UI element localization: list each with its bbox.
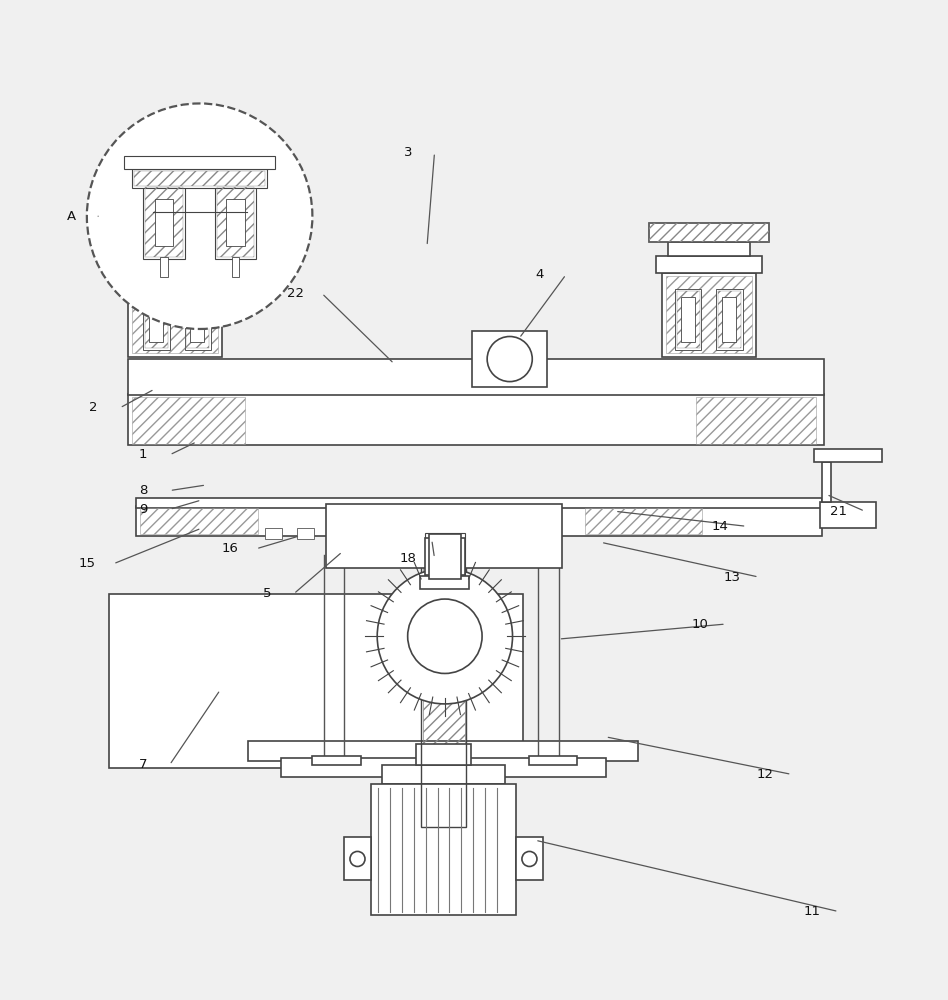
- Bar: [265, 528, 283, 539]
- Bar: [115, 223, 235, 242]
- Bar: [822, 462, 831, 502]
- Bar: [426, 585, 464, 671]
- Text: 3: 3: [404, 146, 412, 159]
- Circle shape: [87, 103, 313, 329]
- Circle shape: [522, 851, 537, 866]
- Bar: [325, 504, 562, 568]
- Bar: [109, 594, 523, 768]
- Bar: [132, 276, 218, 353]
- Bar: [416, 744, 471, 765]
- Bar: [214, 185, 256, 259]
- Bar: [160, 257, 168, 277]
- Text: 7: 7: [139, 758, 148, 771]
- Text: 10: 10: [691, 618, 708, 631]
- Bar: [140, 508, 258, 534]
- Bar: [216, 187, 254, 257]
- Bar: [722, 297, 737, 342]
- Bar: [226, 199, 245, 246]
- Text: 16: 16: [221, 542, 238, 555]
- Bar: [423, 562, 465, 827]
- Text: 8: 8: [139, 484, 148, 497]
- Bar: [371, 784, 517, 915]
- Text: 11: 11: [804, 905, 821, 918]
- Circle shape: [487, 336, 532, 382]
- Bar: [421, 562, 466, 827]
- Bar: [681, 297, 695, 342]
- Circle shape: [350, 851, 365, 866]
- Bar: [648, 223, 769, 242]
- Bar: [248, 741, 638, 761]
- Bar: [143, 289, 170, 350]
- Bar: [675, 289, 702, 350]
- Text: 4: 4: [536, 268, 544, 281]
- Bar: [425, 533, 465, 579]
- Text: 13: 13: [724, 571, 741, 584]
- Bar: [662, 273, 756, 357]
- Bar: [528, 756, 577, 765]
- Text: 14: 14: [712, 520, 729, 533]
- Bar: [665, 276, 752, 353]
- Bar: [128, 273, 222, 357]
- Bar: [187, 291, 209, 348]
- Bar: [115, 223, 235, 242]
- Bar: [427, 535, 463, 577]
- Bar: [132, 169, 267, 188]
- Bar: [820, 502, 876, 528]
- Text: 1: 1: [139, 448, 148, 461]
- Bar: [124, 156, 275, 169]
- Text: 2: 2: [89, 401, 98, 414]
- Text: 15: 15: [79, 557, 96, 570]
- Text: 9: 9: [139, 503, 148, 516]
- Bar: [149, 297, 163, 342]
- Bar: [656, 256, 761, 273]
- Text: 5: 5: [263, 587, 271, 600]
- Bar: [421, 576, 469, 589]
- Bar: [185, 289, 210, 350]
- Bar: [231, 257, 239, 277]
- Bar: [472, 331, 547, 387]
- Bar: [282, 758, 606, 777]
- Bar: [128, 394, 824, 445]
- Circle shape: [377, 569, 513, 704]
- Circle shape: [408, 599, 483, 673]
- Bar: [677, 291, 700, 348]
- Bar: [298, 528, 314, 539]
- Bar: [814, 449, 882, 462]
- Text: 21: 21: [830, 505, 848, 518]
- Bar: [145, 291, 168, 348]
- Bar: [717, 289, 742, 350]
- Bar: [428, 586, 462, 669]
- Text: 12: 12: [757, 768, 774, 781]
- Bar: [155, 199, 173, 246]
- Text: 22: 22: [287, 287, 304, 300]
- Bar: [134, 171, 265, 186]
- Text: A: A: [67, 210, 77, 223]
- Bar: [136, 498, 822, 508]
- Text: 18: 18: [400, 552, 417, 565]
- Bar: [667, 242, 750, 256]
- Bar: [648, 223, 769, 242]
- Bar: [428, 534, 461, 579]
- Bar: [313, 756, 361, 765]
- Bar: [493, 528, 510, 539]
- Bar: [145, 187, 183, 257]
- Bar: [136, 506, 822, 536]
- Bar: [191, 297, 205, 342]
- Bar: [425, 538, 465, 575]
- Bar: [523, 528, 539, 539]
- Bar: [585, 508, 702, 534]
- Bar: [122, 256, 228, 273]
- Bar: [382, 765, 505, 784]
- Bar: [344, 837, 371, 880]
- Bar: [143, 185, 185, 259]
- Bar: [134, 242, 216, 256]
- Bar: [517, 837, 542, 880]
- Bar: [696, 397, 816, 444]
- Bar: [128, 359, 824, 395]
- Bar: [132, 397, 245, 444]
- Bar: [719, 291, 741, 348]
